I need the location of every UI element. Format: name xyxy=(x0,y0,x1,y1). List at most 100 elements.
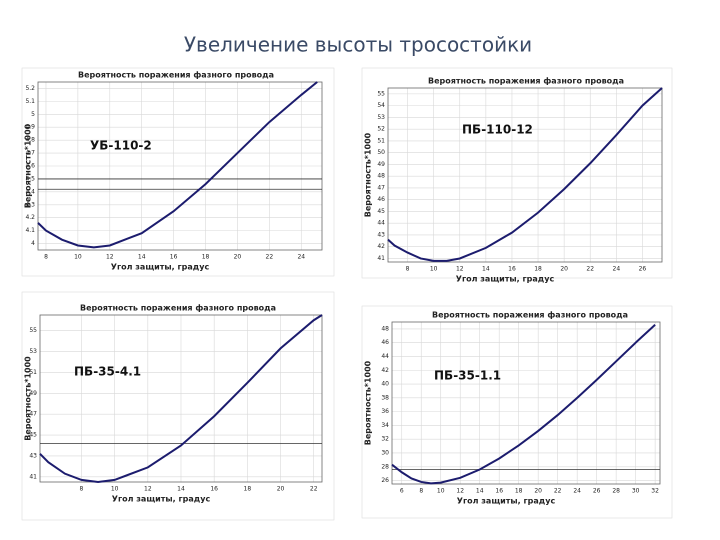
x-tick-label: 16 xyxy=(170,254,178,261)
y-tick-label: 53 xyxy=(377,114,385,121)
x-tick-label: 12 xyxy=(106,254,114,261)
y-tick-label: 4 xyxy=(31,240,35,247)
x-tick-label: 28 xyxy=(612,488,620,495)
plot-frame xyxy=(37,81,323,251)
x-tick-label: 10 xyxy=(74,254,82,261)
y-tick-label: 45 xyxy=(377,208,385,215)
y-tick-label: 34 xyxy=(381,422,389,429)
x-tick-label: 16 xyxy=(210,486,218,493)
y-tick-label: 43 xyxy=(29,452,37,459)
panel-frame xyxy=(21,67,335,277)
x-tick-label: 14 xyxy=(138,254,146,261)
y-tick-label: 4.8 xyxy=(25,137,35,144)
x-axis-label: Угол защиты, градус xyxy=(111,263,210,272)
chart-title: Вероятность поражения фазного провода xyxy=(428,77,624,86)
y-tick-label: 4.7 xyxy=(25,150,35,157)
x-tick-label: 24 xyxy=(297,254,305,261)
y-tick-label: 48 xyxy=(377,173,385,180)
x-tick-label: 22 xyxy=(554,488,562,495)
x-tick-label: 24 xyxy=(613,266,621,273)
y-tick-label: 41 xyxy=(377,255,385,262)
y-tick-label: 26 xyxy=(381,477,389,484)
x-tick-label: 12 xyxy=(144,486,152,493)
y-tick-label: 4.3 xyxy=(25,201,35,208)
x-axis-label: Угол защиты, градус xyxy=(457,497,556,506)
plot-frame xyxy=(39,314,323,483)
y-tick-label: 5 xyxy=(31,111,35,118)
x-tick-label: 20 xyxy=(534,488,542,495)
x-tick-label: 12 xyxy=(456,488,464,495)
chart-title: Вероятность поражения фазного провода xyxy=(432,311,628,320)
y-tick-label: 51 xyxy=(377,137,385,144)
x-tick-label: 20 xyxy=(560,266,568,273)
x-tick-label: 20 xyxy=(277,486,285,493)
y-tick-label: 41 xyxy=(29,473,37,480)
y-tick-label: 49 xyxy=(29,390,37,397)
chart-title: Вероятность поражения фазного провода xyxy=(80,304,276,313)
y-tick-label: 44 xyxy=(377,220,385,227)
y-axis-label: Вероятность*1000 xyxy=(364,360,373,445)
y-tick-label: 45 xyxy=(29,432,37,439)
chart-panel: Вероятность поражения фазного провода 26 2… xyxy=(361,305,673,519)
y-tick-label: 4.2 xyxy=(25,214,35,221)
x-tick-label: 22 xyxy=(310,486,318,493)
x-tick-label: 24 xyxy=(573,488,581,495)
x-tick-label: 16 xyxy=(508,266,516,273)
y-tick-label: 52 xyxy=(377,126,385,133)
chart-panel: Вероятность поражения фазного провода 41 4… xyxy=(21,291,335,521)
x-tick-label: 14 xyxy=(476,488,484,495)
y-tick-label: 32 xyxy=(381,436,389,443)
y-tick-label: 48 xyxy=(381,325,389,332)
panel-frame xyxy=(361,67,673,279)
y-tick-label: 42 xyxy=(377,243,385,250)
x-tick-label: 22 xyxy=(266,254,274,261)
annotation: УБ-110-2 xyxy=(90,139,152,153)
y-tick-label: 5.2 xyxy=(25,85,35,92)
curve xyxy=(37,81,318,249)
y-axis-label: Вероятность*1000 xyxy=(24,123,33,208)
y-tick-label: 40 xyxy=(381,381,389,388)
x-tick-label: 10 xyxy=(111,486,119,493)
y-tick-label: 43 xyxy=(377,231,385,238)
y-tick-label: 53 xyxy=(29,348,37,355)
y-tick-label: 55 xyxy=(377,90,385,97)
y-axis-label: Вероятность*1000 xyxy=(24,356,33,441)
x-axis-label: Угол защиты, градус xyxy=(112,495,211,504)
x-axis-label: Угол защиты, градус xyxy=(456,275,555,284)
chart-title: Вероятность поражения фазного провода xyxy=(78,71,274,80)
x-tick-label: 12 xyxy=(456,266,464,273)
x-tick-label: 18 xyxy=(202,254,210,261)
y-tick-label: 28 xyxy=(381,463,389,470)
curve xyxy=(387,87,663,262)
y-tick-label: 55 xyxy=(29,327,37,334)
x-tick-label: 14 xyxy=(177,486,185,493)
x-tick-label: 26 xyxy=(639,266,647,273)
y-tick-label: 36 xyxy=(381,408,389,415)
annotation: ПБ-110-12 xyxy=(462,123,533,137)
y-tick-label: 51 xyxy=(29,369,37,376)
y-axis-label: Вероятность*1000 xyxy=(364,132,373,217)
y-tick-label: 4.1 xyxy=(25,227,35,234)
y-tick-label: 47 xyxy=(377,184,385,191)
x-tick-label: 18 xyxy=(515,488,523,495)
y-tick-label: 50 xyxy=(377,149,385,156)
x-tick-label: 18 xyxy=(244,486,252,493)
annotation: ПБ-35-4.1 xyxy=(74,365,141,379)
x-tick-label: 20 xyxy=(234,254,242,261)
x-tick-label: 16 xyxy=(495,488,503,495)
y-tick-label: 54 xyxy=(377,102,385,109)
x-tick-label: 14 xyxy=(482,266,490,273)
plot-frame xyxy=(391,321,661,485)
x-tick-label: 30 xyxy=(632,488,640,495)
x-tick-label: 22 xyxy=(586,266,594,273)
x-tick-label: 8 xyxy=(80,486,84,493)
curve xyxy=(391,324,656,485)
plot-frame xyxy=(387,87,663,263)
y-tick-label: 47 xyxy=(29,411,37,418)
y-tick-label: 46 xyxy=(381,339,389,346)
x-tick-label: 10 xyxy=(437,488,445,495)
y-tick-label: 4.5 xyxy=(25,175,35,182)
x-tick-label: 6 xyxy=(400,488,404,495)
y-tick-label: 44 xyxy=(381,353,389,360)
x-tick-label: 8 xyxy=(44,254,48,261)
